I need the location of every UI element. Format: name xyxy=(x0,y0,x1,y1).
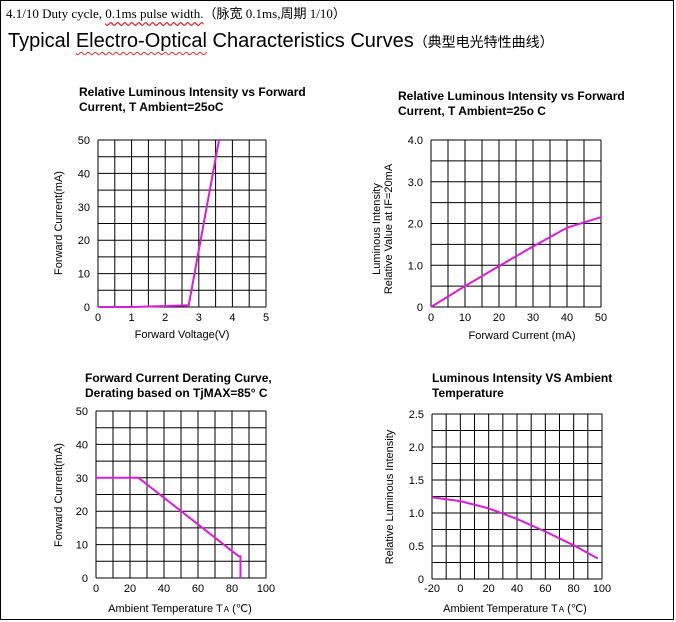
chart3-x-axis-label-sub: A xyxy=(224,605,230,614)
chart2-x-tick-label: 0 xyxy=(428,312,434,324)
chart1-title: Relative Luminous Intensity vs Forward C… xyxy=(79,85,306,115)
chart4-y-tick-label: 1.5 xyxy=(409,475,424,487)
chart4-x-tick-label: 40 xyxy=(511,583,523,595)
chart3-x-tick-label: 40 xyxy=(158,583,170,595)
chart2-x-tick-label: 40 xyxy=(561,312,573,324)
chart3-x-tick-label: 60 xyxy=(192,583,204,595)
chart2-y-axis-label-line2: Relative Value at IF=20mA xyxy=(383,163,395,294)
chart3-title-line2: Derating based on TjMAX=85° C xyxy=(85,386,268,400)
chart2-title-line2: Current, T Ambient=25o C xyxy=(398,104,546,118)
note-prefix: 4.1/10 Duty cycle, xyxy=(6,6,106,21)
chart1-y-tick-label: 20 xyxy=(78,235,90,247)
chart3-y-tick-label: 40 xyxy=(76,439,88,451)
chart2-title: Relative Luminous Intensity vs Forward C… xyxy=(398,89,625,119)
chart1-y-tick-label: 40 xyxy=(78,168,90,180)
chart1-y-tick-label: 0 xyxy=(84,302,90,314)
page-title: Typical Electro-Optical Characteristics … xyxy=(8,30,554,53)
chart4-x-axis-label-sub: A xyxy=(559,605,565,614)
chart2-x-tick-label: 20 xyxy=(493,312,505,324)
title-prefix: Typical xyxy=(8,30,76,52)
chart3-y-tick-label: 30 xyxy=(76,473,88,485)
chart1-y-tick-label: 10 xyxy=(78,269,90,281)
chart1-y-tick-label: 50 xyxy=(78,135,90,147)
chart1-y-tick-label: 30 xyxy=(78,202,90,214)
chart3-x-axis-label-unit: (℃) xyxy=(229,603,252,615)
chart1-x-tick-label: 2 xyxy=(162,312,168,324)
chart4-x-axis-label-unit: (℃) xyxy=(564,603,587,615)
chart2-x-tick-label: 30 xyxy=(527,312,539,324)
chart2-y-tick-label: 4.0 xyxy=(408,135,423,147)
chart1-title-line1: Relative Luminous Intensity vs Forward xyxy=(79,85,306,99)
title-underlined: Electro-Optical xyxy=(75,30,207,52)
chart3-x-tick-label: 20 xyxy=(124,583,136,595)
chart4-y-tick-label: 2.0 xyxy=(409,442,424,454)
chart4-x-tick-label: 60 xyxy=(539,583,551,595)
chart1-x-tick-label: 1 xyxy=(129,312,135,324)
chart4-x-tick-label: 100 xyxy=(593,583,611,595)
chart1-x-tick-label: 0 xyxy=(95,312,101,324)
title-suffix: Characteristics Curves xyxy=(206,30,414,52)
chart4-title-line2: Temperature xyxy=(432,386,504,400)
chart3-title-line1: Forward Current Derating Curve, xyxy=(85,371,272,385)
chart3-y-tick-label: 0 xyxy=(82,573,88,585)
chart4-x-tick-label: -20 xyxy=(424,583,440,595)
chart2-y-tick-label: 1.0 xyxy=(408,260,423,272)
chart4-x-tick-label: 20 xyxy=(483,583,495,595)
chart2-series-line xyxy=(430,216,602,308)
chart1-x-tick-label: 5 xyxy=(263,312,269,324)
chart1-title-line2: Current, T Ambient=25oC xyxy=(79,100,224,114)
chart1-x-tick-label: 4 xyxy=(229,312,235,324)
chart3-x-axis-label-main: Ambient Temperature T xyxy=(108,603,223,615)
chart2-y-tick-label: 2.0 xyxy=(408,219,423,231)
chart4-y-tick-label: 2.5 xyxy=(409,409,424,421)
chart4-x-tick-label: 80 xyxy=(568,583,580,595)
chart1-y-axis-label: Forward Current(mA) xyxy=(53,171,65,275)
chart2-x-axis-label: Forward Current (mA) xyxy=(469,330,576,342)
chart1-x-axis-label: Forward Voltage(V) xyxy=(135,329,230,341)
chart3-title: Forward Current Derating Curve, Derating… xyxy=(85,371,272,401)
chart3-x-tick-label: 100 xyxy=(257,583,275,595)
chart2-y-tick-label: 0 xyxy=(417,302,423,314)
chart2-y-tick-label: 3.0 xyxy=(408,177,423,189)
chart4-x-axis-label: Ambient Temperature TA (℃) xyxy=(443,603,587,615)
chart3-y-tick-label: 10 xyxy=(76,540,88,552)
chart3-x-tick-label: 0 xyxy=(93,583,99,595)
chart4-x-axis-label-main: Ambient Temperature T xyxy=(443,603,558,615)
title-cn: （典型电光特性曲线） xyxy=(413,34,554,50)
chart1-series-line xyxy=(98,139,220,308)
chart3-y-tick-label: 20 xyxy=(76,506,88,518)
chart2-x-tick-label: 50 xyxy=(595,312,607,324)
chart4-y-axis-label: Relative Luminous Intensity xyxy=(384,429,396,564)
chart4-x-tick-label: 0 xyxy=(457,583,463,595)
chart2-x-tick-label: 10 xyxy=(459,312,471,324)
note-pulse-width: 0.1ms pulse width. xyxy=(105,6,204,21)
chart3-series-line xyxy=(96,476,242,578)
chart4-y-tick-label: 0 xyxy=(418,574,424,586)
chart2-title-line1: Relative Luminous Intensity vs Forward xyxy=(398,89,625,103)
chart3-y-tick-label: 50 xyxy=(76,406,88,418)
chart1-x-tick-label: 3 xyxy=(196,312,202,324)
chart2-y-axis-label-line1: Luminous Intensity xyxy=(371,183,383,275)
note-cn: （脉宽 0.1ms,周期 1/10） xyxy=(203,6,346,21)
chart4-y-tick-label: 0.5 xyxy=(409,541,424,553)
chart4-title-line1: Luminous Intensity VS Ambient xyxy=(432,371,613,385)
chart3-y-axis-label: Forward Current(mA) xyxy=(53,443,65,547)
chart3-x-tick-label: 80 xyxy=(226,583,238,595)
duty-cycle-note: 4.1/10 Duty cycle, 0.1ms pulse width.（脉宽… xyxy=(6,3,346,22)
chart3-x-axis-label: Ambient Temperature TA (℃) xyxy=(108,603,252,615)
chart4-series-line xyxy=(431,496,599,560)
chart4-title: Luminous Intensity VS Ambient Temperatur… xyxy=(432,371,612,401)
chart4-y-tick-label: 1.0 xyxy=(409,508,424,520)
